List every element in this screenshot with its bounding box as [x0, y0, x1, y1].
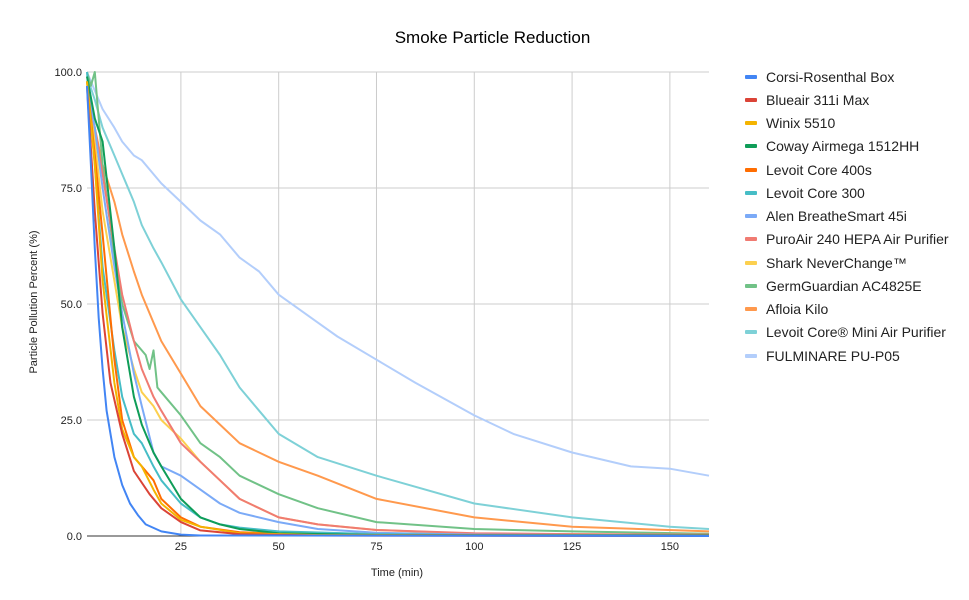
legend-item: Levoit Core 300: [745, 181, 949, 204]
legend-item: Levoit Core 400s: [745, 158, 949, 181]
legend-item: Coway Airmega 1512HH: [745, 135, 949, 158]
x-tick-label: 150: [661, 541, 679, 553]
legend: Corsi-Rosenthal Box Blueair 311i Max Winix…: [745, 65, 949, 367]
legend-swatch: [745, 121, 757, 126]
series-line-levoit-core-mini-air-purifier: [86, 76, 710, 530]
legend-item: Alen BreatheSmart 45i: [745, 205, 949, 228]
legend-swatch: [745, 353, 757, 358]
legend-label: PuroAir 240 HEPA Air Purifier: [766, 231, 949, 248]
legend-label: Levoit Core 400s: [766, 161, 872, 178]
legend-swatch: [745, 260, 757, 265]
y-tick-label: 75.0: [61, 183, 82, 195]
legend-label: Coway Airmega 1512HH: [766, 138, 920, 155]
x-tick-label: 75: [370, 541, 382, 553]
legend-item: Blueair 311i Max: [745, 88, 949, 111]
series-line-germguardian-ac4825e: [86, 71, 710, 535]
series-line-corsi-rosenthal-box: [86, 85, 710, 537]
legend-label: Afloia Kilo: [766, 301, 829, 318]
series-line-fulminare-pu-p05: [86, 71, 710, 477]
series-line-coway-airmega-1512hh: [86, 76, 710, 537]
legend-swatch: [745, 237, 757, 242]
x-axis-label: Time (min): [370, 567, 424, 579]
series-line-blueair-311i-max: [86, 85, 710, 537]
legend-label: Blueair 311i Max: [766, 91, 870, 108]
x-tick-label: 25: [175, 541, 187, 553]
legend-swatch: [745, 330, 757, 335]
legend-item: Corsi-Rosenthal Box: [745, 65, 949, 88]
series-line-levoit-core-400s: [86, 81, 710, 537]
legend-item: Winix 5510: [745, 112, 949, 135]
legend-swatch: [745, 307, 757, 312]
legend-label: Levoit Core® Mini Air Purifier: [766, 324, 946, 341]
series-line-puroair-240-hepa-air-purifier: [86, 85, 710, 536]
y-axis-label: Particle Pollution Percent (%): [28, 230, 40, 374]
x-tick-label: 100: [465, 541, 483, 553]
legend-label: Levoit Core 300: [766, 184, 865, 201]
legend-item: PuroAir 240 HEPA Air Purifier: [745, 228, 949, 251]
legend-item: Afloia Kilo: [745, 298, 949, 321]
legend-swatch: [745, 214, 757, 219]
legend-label: Winix 5510: [766, 115, 836, 132]
legend-label: FULMINARE PU-P05: [766, 347, 900, 364]
legend-label: Shark NeverChange™: [766, 254, 907, 271]
legend-label: GermGuardian AC4825E: [766, 277, 922, 294]
legend-item: GermGuardian AC4825E: [745, 274, 949, 297]
y-tick-label: 50.0: [61, 299, 82, 311]
legend-swatch: [745, 283, 757, 288]
legend-swatch: [745, 144, 757, 149]
series-line-shark-neverchange-: [86, 81, 710, 537]
series-line-afloia-kilo: [86, 85, 710, 533]
series-line-winix-5510: [86, 81, 710, 537]
legend-item: Levoit Core® Mini Air Purifier: [745, 321, 949, 344]
legend-swatch: [745, 74, 757, 79]
chart-title: Smoke Particle Reduction: [394, 28, 591, 47]
x-tick-label: 125: [563, 541, 581, 553]
legend-item: FULMINARE PU-P05: [745, 344, 949, 367]
y-tick-label: 100.0: [54, 67, 82, 79]
legend-label: Corsi-Rosenthal Box: [766, 68, 895, 85]
legend-label: Alen BreatheSmart 45i: [766, 208, 907, 225]
y-tick-label: 0.0: [67, 531, 82, 543]
legend-swatch: [745, 190, 757, 195]
x-tick-label: 50: [273, 541, 285, 553]
legend-item: Shark NeverChange™: [745, 251, 949, 274]
y-tick-label: 25.0: [61, 415, 82, 427]
legend-swatch: [745, 167, 757, 172]
series-line-alen-breathesmart-45i: [86, 81, 710, 537]
legend-swatch: [745, 97, 757, 102]
